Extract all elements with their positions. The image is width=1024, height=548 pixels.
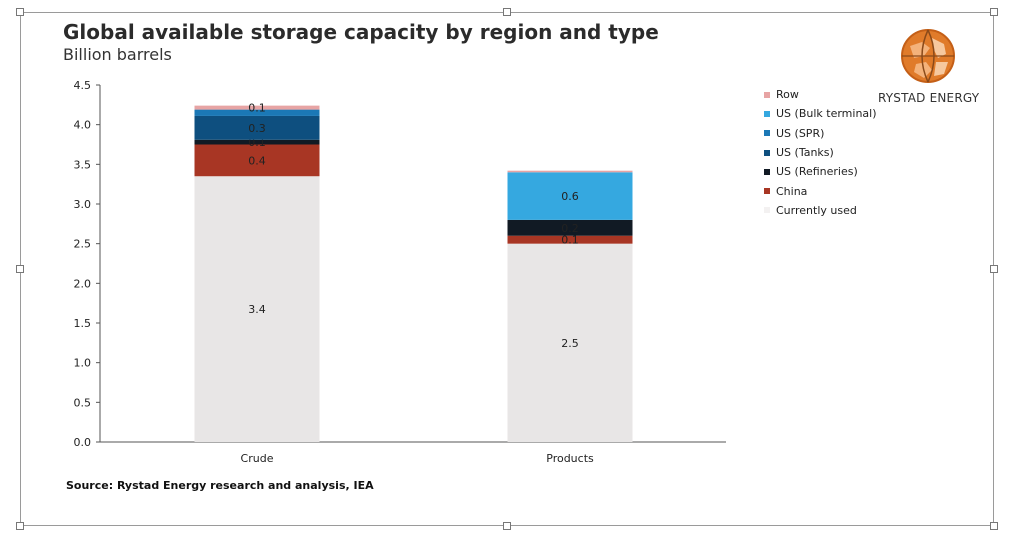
- y-tick-label: 4.0: [74, 119, 92, 132]
- bar-segment-crude-china: [194, 144, 320, 177]
- resize-handle-top-right[interactable]: [990, 8, 998, 16]
- legend-label: China: [776, 184, 808, 198]
- y-tick-label: 2.5: [74, 238, 92, 251]
- bar-segment-products-us-refineries: [507, 219, 633, 236]
- legend-item: US (Bulk terminal): [764, 104, 877, 123]
- legend-label: Row: [776, 88, 799, 102]
- y-tick-label: 3.0: [74, 198, 92, 211]
- bar-segment-products-row: [507, 170, 633, 173]
- y-tick-label: 0.5: [74, 396, 92, 409]
- resize-handle-bottom-center[interactable]: [503, 522, 511, 530]
- legend-item: US (Refineries): [764, 162, 877, 181]
- y-tick-label: 1.0: [74, 357, 92, 370]
- stacked-bar-chart: 0.00.51.01.52.02.53.03.54.04.53.40.40.10…: [74, 79, 726, 465]
- data-label: 0.1: [561, 234, 579, 247]
- chart-subtitle: Billion barrels: [63, 45, 172, 64]
- bar-segment-products-china: [507, 235, 633, 244]
- data-label: 3.4: [248, 303, 266, 316]
- y-tick-label: 3.5: [74, 158, 92, 171]
- legend-swatch: [764, 207, 770, 214]
- y-tick-label: 2.0: [74, 277, 92, 290]
- legend-swatch: [764, 168, 770, 175]
- legend-item: Currently used: [764, 201, 877, 220]
- data-label: 0.1: [248, 102, 266, 115]
- rystad-globe-logo-icon: [901, 29, 955, 83]
- legend-label: US (SPR): [776, 126, 825, 140]
- resize-handle-top-left[interactable]: [16, 8, 24, 16]
- logo-text: RYSTAD ENERGY: [878, 91, 980, 105]
- x-category-label: Products: [546, 452, 594, 465]
- resize-handle-middle-right[interactable]: [990, 265, 998, 273]
- legend-swatch: [764, 110, 770, 117]
- legend-item: China: [764, 181, 877, 200]
- source-note: Source: Rystad Energy research and analy…: [66, 479, 374, 492]
- legend-label: US (Refineries): [776, 165, 858, 179]
- data-label: 0.4: [248, 154, 266, 167]
- legend-swatch: [764, 149, 770, 156]
- bar-segment-crude-us-refineries: [194, 139, 320, 145]
- bar-segment-products-us-bulk-terminal: [507, 172, 633, 220]
- bar-segment-crude-us-tanks: [194, 115, 320, 140]
- data-label: 0.2: [561, 222, 579, 235]
- resize-handle-bottom-left[interactable]: [16, 522, 24, 530]
- y-tick-label: 1.5: [74, 317, 92, 330]
- data-label: 0.6: [561, 190, 579, 203]
- bar-segment-crude-us-spr: [194, 109, 320, 116]
- legend-label: US (Tanks): [776, 146, 834, 160]
- data-label: 0.3: [248, 122, 266, 135]
- bar-segment-crude-currently-used: [194, 176, 320, 442]
- legend-item: Row: [764, 85, 877, 104]
- data-label: 2.5: [561, 337, 579, 350]
- y-tick-label: 0.0: [74, 436, 92, 449]
- chart-legend: Row US (Bulk terminal) US (SPR) US (Tanks) U…: [764, 85, 877, 220]
- bar-segment-products-currently-used: [507, 243, 633, 442]
- legend-swatch: [764, 188, 770, 195]
- legend-item: US (SPR): [764, 124, 877, 143]
- bar-segment-crude-row: [194, 105, 320, 110]
- resize-handle-middle-left[interactable]: [16, 265, 24, 273]
- legend-label: US (Bulk terminal): [776, 107, 877, 121]
- legend-swatch: [764, 91, 770, 98]
- legend-swatch: [764, 130, 770, 137]
- resize-handle-top-center[interactable]: [503, 8, 511, 16]
- resize-handle-bottom-right[interactable]: [990, 522, 998, 530]
- y-tick-label: 4.5: [74, 79, 92, 92]
- legend-item: US (Tanks): [764, 143, 877, 162]
- chart-title: Global available storage capacity by reg…: [63, 20, 659, 44]
- legend-label: Currently used: [776, 203, 857, 217]
- x-category-label: Crude: [241, 452, 274, 465]
